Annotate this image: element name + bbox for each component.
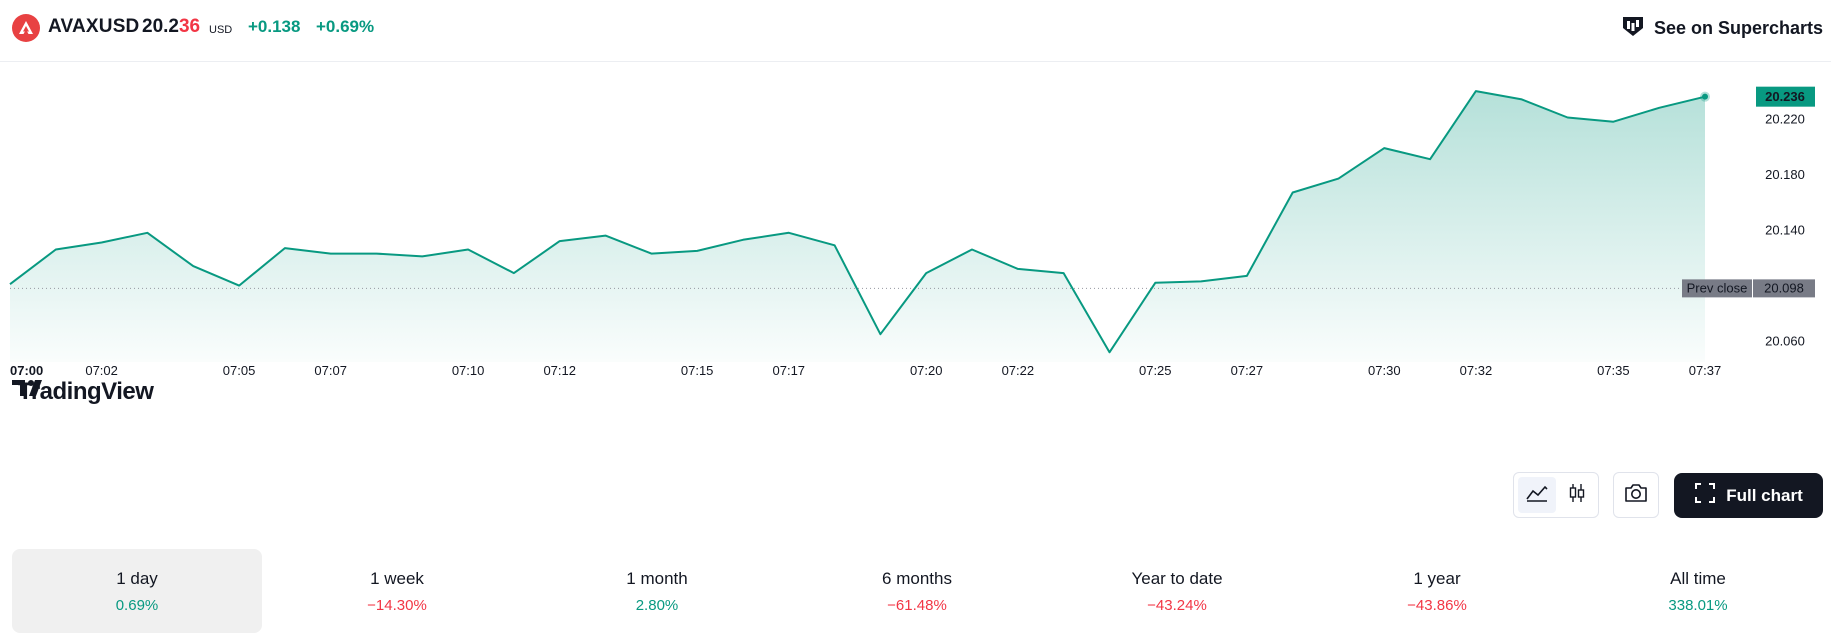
period-label: 6 months — [882, 568, 952, 588]
candlestick-icon — [1565, 481, 1589, 510]
price-highlight: 36 — [178, 16, 201, 37]
prev-close-label: Prev close — [1687, 280, 1748, 295]
full-chart-label: Full chart — [1726, 485, 1803, 505]
period-value: −14.30% — [367, 596, 427, 614]
last-price-dot — [1702, 93, 1708, 100]
period-all-time[interactable]: All time 338.01% — [1573, 549, 1823, 633]
performance-periods: 1 day 0.69% 1 week −14.30% 1 month 2.80%… — [12, 549, 1823, 633]
x-tick-label: 07:07 — [314, 363, 347, 378]
period-1-year[interactable]: 1 year −43.86% — [1312, 549, 1562, 633]
y-tick-label: 20.180 — [1765, 167, 1805, 182]
supercharts-label: See on Supercharts — [1653, 17, 1823, 38]
x-tick-label: 07:32 — [1460, 363, 1493, 378]
last-price: 20.236 — [142, 16, 200, 38]
period-year-to-date[interactable]: Year to date −43.24% — [1052, 549, 1302, 633]
x-tick-label: 07:17 — [773, 363, 806, 378]
currency-label: USD — [209, 24, 233, 36]
period-label: All time — [1670, 568, 1726, 588]
period-value: −61.48% — [887, 596, 947, 614]
price-chart-svg[interactable]: 07:00 07:02 07:05 07:07 07:10 07:12 07:15 07:17… — [0, 62, 1831, 452]
x-tick-label: 07:02 — [85, 363, 118, 378]
price-main: 20.2 — [142, 16, 179, 37]
period-1-month[interactable]: 1 month 2.80% — [532, 549, 782, 633]
x-tick-label: 07:20 — [910, 363, 943, 378]
y-tick-label: 20.060 — [1765, 334, 1805, 349]
candlestick-chart-button[interactable] — [1558, 477, 1596, 513]
avax-logo-icon — [12, 14, 40, 42]
last-value-label: 20.236 — [1765, 89, 1805, 104]
price-area-fill — [10, 91, 1705, 362]
price-line — [9, 90, 1706, 354]
price-chart[interactable]: 07:00 07:02 07:05 07:07 07:10 07:12 07:15 07:17… — [0, 62, 1831, 452]
chart-style-switcher — [1513, 472, 1599, 518]
x-tick-label: 07:27 — [1231, 363, 1264, 378]
prev-close-value: 20.098 — [1764, 280, 1804, 295]
area-chart-button[interactable] — [1518, 477, 1556, 513]
x-tick-label: 07:10 — [452, 363, 485, 378]
period-label: Year to date — [1131, 568, 1223, 588]
period-value: 338.01% — [1668, 596, 1728, 614]
x-tick-label: 07:25 — [1139, 363, 1172, 378]
x-tick-label: 07:15 — [681, 363, 714, 378]
see-on-supercharts-link[interactable]: See on Supercharts — [1620, 12, 1823, 44]
camera-icon — [1623, 481, 1649, 510]
fullscreen-icon — [1694, 482, 1716, 509]
x-tick-label: 07:30 — [1368, 363, 1401, 378]
period-label: 1 year — [1413, 568, 1461, 588]
y-tick-label: 20.220 — [1765, 111, 1805, 126]
full-chart-button[interactable]: Full chart — [1674, 473, 1823, 518]
x-tick-label: 07:35 — [1597, 363, 1630, 378]
period-label: 1 week — [370, 568, 424, 588]
area-chart-icon — [1525, 481, 1549, 510]
price-change-percent: +0.69% — [316, 17, 375, 36]
last-value-tag — [1756, 86, 1815, 107]
period-label: 1 month — [626, 568, 688, 588]
symbol-name: AVAXUSD — [48, 16, 140, 37]
x-tick-label: 07:05 — [223, 363, 256, 378]
x-tick-label: 07:22 — [1002, 363, 1035, 378]
symbol-header: AVAXUSD 20.236 USD +0.138 +0.69% See on … — [0, 0, 1831, 62]
x-tick-label: 07:37 — [1689, 363, 1722, 378]
tradingview-badge-icon — [1620, 13, 1646, 44]
price-change-absolute: +0.138 — [248, 17, 301, 36]
period-1-week[interactable]: 1 week −14.30% — [272, 549, 522, 633]
prev-close-value-tag — [1753, 279, 1815, 298]
period-value: 0.69% — [115, 596, 159, 614]
x-tick-label: 07:00 — [10, 363, 43, 378]
period-1-day[interactable]: 1 day 0.69% — [12, 549, 262, 633]
period-value: 2.80% — [635, 596, 679, 614]
period-6-months[interactable]: 6 months −61.48% — [792, 549, 1042, 633]
y-tick-label: 20.140 — [1765, 223, 1805, 238]
period-label: 1 day — [116, 568, 158, 588]
tradingview-logo: TradingView — [12, 378, 154, 406]
x-tick-label: 07:12 — [543, 363, 576, 378]
period-value: −43.86% — [1407, 596, 1467, 614]
prev-close-tag — [1682, 279, 1752, 298]
snapshot-button[interactable] — [1613, 472, 1659, 518]
period-value: −43.24% — [1147, 596, 1207, 614]
